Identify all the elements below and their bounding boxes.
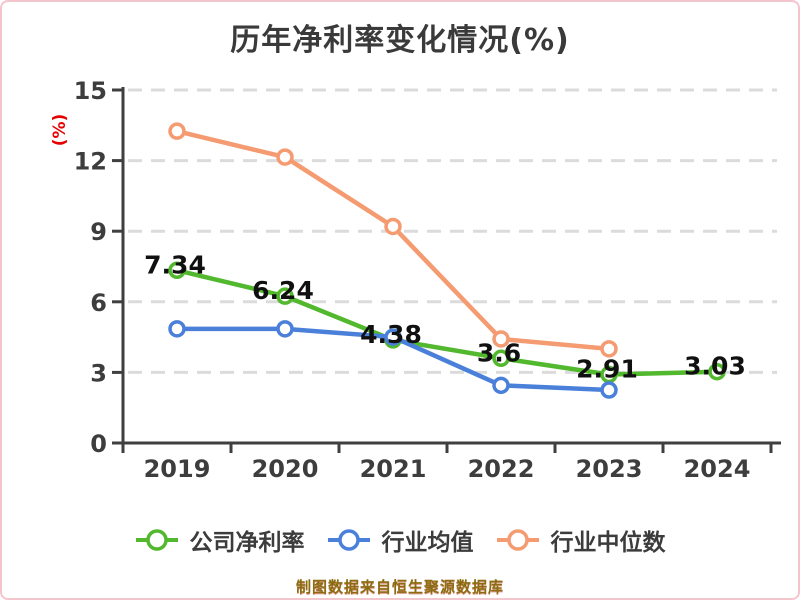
data-label-2.91: 2.91 — [576, 355, 638, 384]
series-point — [168, 261, 186, 280]
series-point — [600, 340, 618, 358]
series-line-2 — [174, 128, 612, 352]
legend-label: 行业中位数 — [550, 530, 666, 556]
chart-title: 历年净利率变化情况(%) — [230, 23, 570, 58]
series-line-0 — [174, 268, 720, 377]
data-label-3.6: 3.6 — [477, 338, 521, 367]
series-point — [384, 217, 402, 236]
series-point — [492, 330, 510, 348]
data-label-6.24: 6.24 — [252, 276, 314, 305]
y-tick-label-12: 12 — [74, 148, 107, 176]
legend-item-2[interactable]: 行业中位数 — [496, 523, 666, 557]
legend-label: 行业均值 — [381, 530, 474, 556]
data-label-4.38: 4.38 — [360, 320, 422, 349]
x-tick-label-2022: 2022 — [468, 455, 535, 483]
legend-circle-swatch — [506, 529, 529, 551]
x-tick-label-2020: 2020 — [252, 455, 319, 483]
y-tick-label-15: 15 — [74, 77, 107, 105]
data-label-7.34: 7.34 — [144, 250, 206, 279]
series-point — [276, 320, 294, 338]
series-point — [492, 349, 510, 368]
legend-circle-swatch — [337, 529, 360, 551]
series-point — [276, 148, 294, 166]
y-tick-label-6: 6 — [90, 289, 107, 317]
chart-legend: 公司净利率 行业均值 行业中位数 — [2, 522, 798, 558]
x-tick-label-2019: 2019 — [144, 455, 211, 483]
data-label-3.03: 3.03 — [684, 352, 746, 381]
legend-marker-icon — [496, 529, 539, 551]
series-point — [168, 320, 186, 338]
x-tick-label-2024: 2024 — [684, 455, 751, 483]
legend-circle-swatch — [145, 529, 168, 551]
series-point — [384, 328, 402, 346]
legend-item-1[interactable]: 行业均值 — [327, 523, 474, 557]
line-chart: 0 3 6 9 12 15 2019 2020 2021 2022 2023 2024 (%) 7.34 6… — [50, 77, 781, 483]
series-point — [276, 287, 294, 305]
y-axis-unit-label: (%) — [50, 114, 70, 147]
y-tick-label-3: 3 — [90, 359, 107, 387]
legend-marker-icon — [327, 529, 370, 551]
y-tick-label-9: 9 — [90, 218, 107, 246]
series-point — [600, 381, 618, 399]
legend-item-0[interactable]: 公司净利率 — [135, 523, 305, 557]
series-point — [168, 122, 186, 140]
legend-marker-icon — [135, 529, 178, 551]
series-point — [492, 376, 510, 395]
x-tick-label-2023: 2023 — [576, 455, 643, 483]
x-tick-label-2021: 2021 — [360, 455, 427, 483]
legend-label: 公司净利率 — [189, 530, 305, 556]
y-tick-label-0: 0 — [90, 430, 107, 458]
source-caption: 制图数据来自恒生聚源数据库 — [295, 578, 504, 596]
series-point — [708, 362, 726, 381]
